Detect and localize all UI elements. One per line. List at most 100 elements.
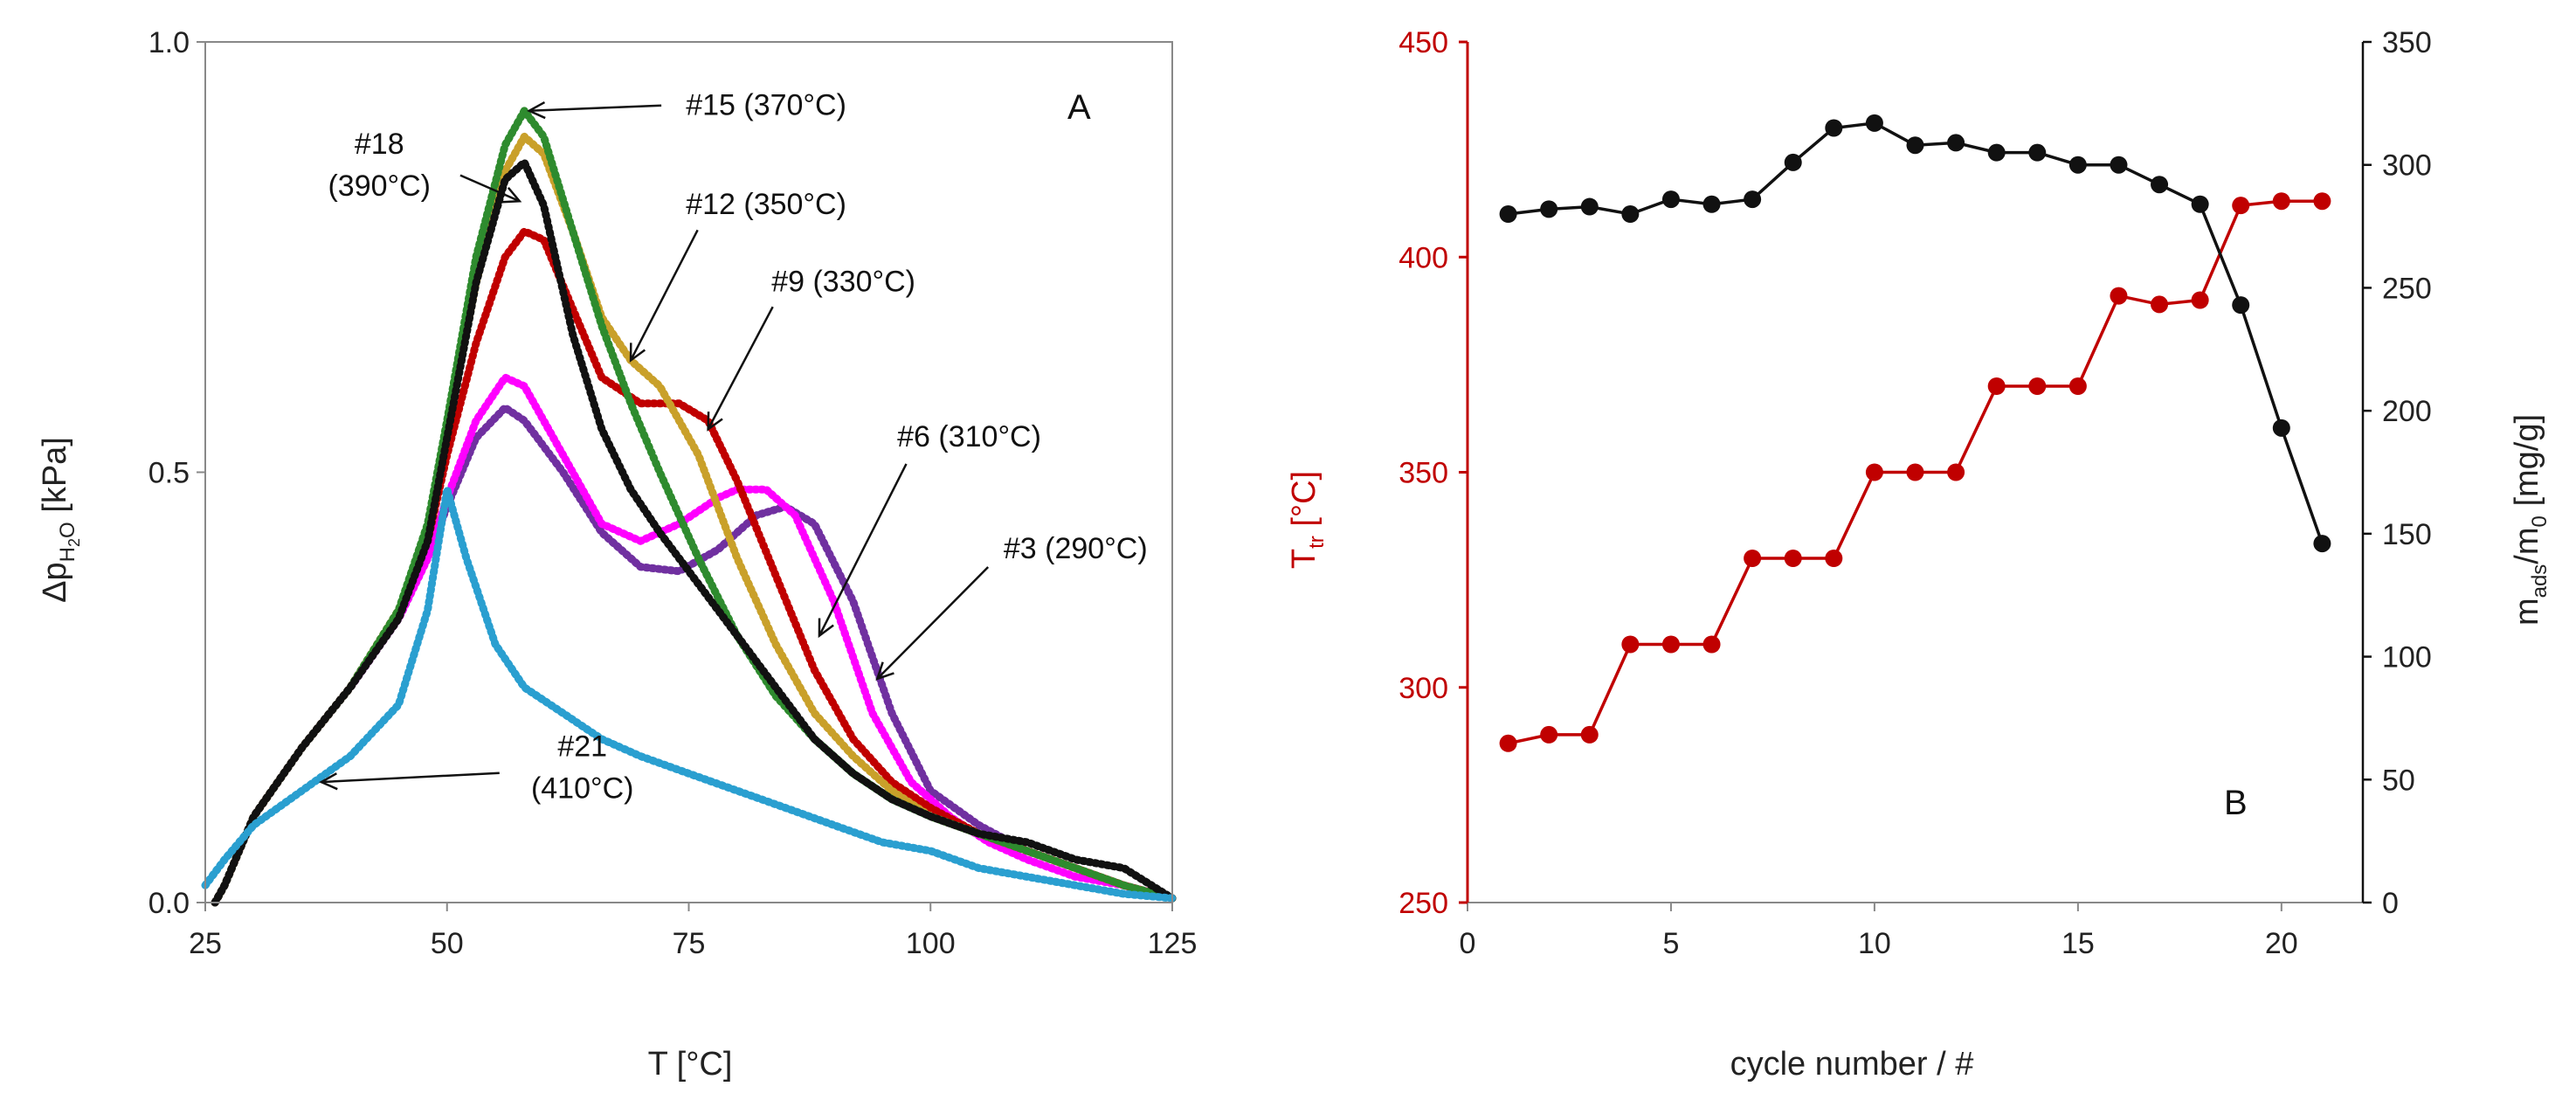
- series-line-n6: [211, 373, 1177, 907]
- data-point-mads: [1499, 205, 1517, 223]
- series-core-n6: [212, 375, 1173, 904]
- y-axis-title-b-left-sub: tr: [1305, 536, 1329, 549]
- y-tick-label-right-b: 50: [2382, 764, 2415, 797]
- x-tick-label-a: 100: [906, 927, 956, 960]
- annotation-arrowhead: [875, 661, 894, 681]
- series-core-n12: [212, 134, 1173, 904]
- y-tick-label-left-b: 300: [1398, 672, 1448, 705]
- data-point-ttr: [1540, 725, 1558, 744]
- y-tick-label-a: 0.0: [148, 887, 190, 920]
- data-point-mads: [2313, 535, 2331, 553]
- y-tick-label-right-b: 300: [2382, 149, 2432, 183]
- data-point-ttr: [1987, 377, 2006, 395]
- data-point-mads: [1621, 205, 1640, 223]
- series-line-n3: [211, 404, 1177, 907]
- y-axis-title-a-sub3: O: [56, 522, 79, 538]
- y-tick-label-right-b: 250: [2382, 272, 2432, 305]
- y-tick-label-left-b: 400: [1398, 241, 1448, 274]
- y-axis-title-a-sub: H: [56, 547, 79, 562]
- annotation-arrowhead: [319, 772, 338, 791]
- annotation-arrow: [707, 306, 774, 430]
- annotation-label: #3 (290°C): [1004, 532, 1148, 565]
- annotation-arrow: [818, 463, 908, 637]
- annotation-arrow: [629, 229, 699, 362]
- data-point-ttr: [2068, 377, 2087, 395]
- annotation-label-line2: (390°C): [328, 170, 431, 203]
- annotation-label-line2: (410°C): [531, 772, 634, 806]
- y-tick-label-right-b: 350: [2382, 26, 2432, 59]
- data-point-mads: [1661, 190, 1680, 209]
- data-point-ttr: [1621, 635, 1640, 654]
- y-tick-label-left-b: 250: [1398, 887, 1448, 920]
- data-point-mads: [1744, 190, 1762, 209]
- data-point-mads: [1865, 114, 1883, 132]
- x-axis-title-b: cycle number / #: [1730, 1046, 1974, 1083]
- y-tick-label-right-b: 150: [2382, 518, 2432, 551]
- data-point-mads: [1906, 136, 1924, 155]
- x-tick-label-b: 5: [1662, 927, 1679, 960]
- data-point-mads: [1702, 195, 1721, 213]
- x-tick-label-a: 125: [1148, 927, 1198, 960]
- annotation-arrow: [459, 174, 521, 203]
- data-point-mads: [2028, 143, 2047, 162]
- data-point-mads: [1540, 200, 1558, 218]
- data-point-ttr: [1784, 550, 1802, 567]
- data-point-ttr: [1744, 550, 1762, 567]
- y-axis-title-b-right-unit: [mg/g]: [2509, 414, 2545, 515]
- x-tick-label-a: 50: [431, 927, 464, 960]
- data-point-ttr: [1825, 550, 1843, 567]
- svg-text:mads/m0 [mg/g]: mads/m0 [mg/g]: [2509, 414, 2552, 626]
- data-point-mads: [2272, 419, 2290, 437]
- y-axis-title-a: ΔpH2O [kPa]: [37, 437, 83, 603]
- data-point-ttr: [2272, 192, 2290, 211]
- series-core-n21: [203, 487, 1173, 901]
- annotation-arrowhead: [527, 100, 546, 120]
- y-tick-label-right-b: 0: [2382, 887, 2399, 920]
- data-point-mads: [1580, 197, 1599, 216]
- x-tick-label-b: 20: [2265, 927, 2298, 960]
- y-axis-title-b-right-sub: ads: [2528, 564, 2552, 598]
- x-tick-label-b: 15: [2061, 927, 2095, 960]
- y-axis-title-a-sub2: 2: [66, 538, 83, 547]
- data-point-mads: [2110, 156, 2128, 174]
- data-point-ttr: [1865, 463, 1883, 481]
- annotation-arrowhead: [707, 412, 723, 432]
- annotation-arrow: [528, 104, 662, 113]
- x-tick-label-b: 0: [1460, 927, 1476, 960]
- y-tick-label-a: 1.0: [148, 26, 190, 59]
- data-point-ttr: [1906, 463, 1924, 481]
- data-point-mads: [2232, 296, 2250, 315]
- series-line-n12: [211, 132, 1177, 907]
- data-point-ttr: [2232, 197, 2250, 215]
- annotation-label: #12 (350°C): [686, 188, 846, 221]
- series-core-n15: [212, 108, 1173, 904]
- data-point-mads: [1784, 153, 1802, 171]
- y-tick-label-right-b: 200: [2382, 395, 2432, 428]
- x-tick-label-b: 10: [1858, 927, 1891, 960]
- data-point-ttr: [2151, 295, 2169, 314]
- series-core-n18: [212, 160, 1174, 904]
- data-point-mads: [1987, 143, 2006, 162]
- x-tick-label-a: 75: [673, 927, 706, 960]
- panel-label-a: A: [1067, 88, 1091, 127]
- y-tick-label-right-b: 100: [2382, 641, 2432, 675]
- annotation-label: #15 (370°C): [686, 89, 846, 122]
- data-point-ttr: [1661, 635, 1680, 654]
- y-axis-title-b-right: mads/m0 [mg/g]: [2509, 414, 2552, 626]
- data-point-mads: [2151, 176, 2169, 194]
- y-axis-title-b-right-sub2: 0: [2528, 515, 2552, 527]
- data-point-ttr: [1947, 463, 1965, 481]
- annotation-arrowhead: [501, 186, 522, 204]
- y-axis-title-a-unit: [kPa]: [37, 437, 73, 522]
- panel-label-b: B: [2224, 784, 2248, 822]
- data-point-mads: [1825, 119, 1843, 137]
- svg-text:ΔpH2O [kPa]: ΔpH2O [kPa]: [37, 437, 83, 603]
- data-point-ttr: [1702, 635, 1721, 654]
- data-point-mads: [2191, 195, 2209, 213]
- data-point-mads: [1947, 134, 1965, 152]
- data-point-ttr: [2110, 287, 2128, 305]
- annotation-label: #6 (310°C): [897, 420, 1041, 453]
- series-line-n15: [211, 107, 1177, 907]
- data-point-ttr: [2313, 192, 2331, 211]
